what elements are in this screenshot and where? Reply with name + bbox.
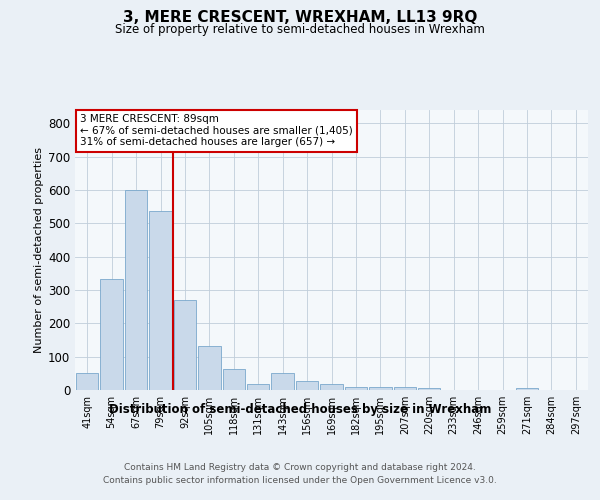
Bar bbox=[125, 190, 148, 390]
Bar bbox=[100, 279, 123, 390]
Bar bbox=[247, 384, 269, 390]
Bar bbox=[296, 381, 319, 390]
Bar bbox=[344, 386, 367, 390]
Bar bbox=[223, 369, 245, 390]
Bar bbox=[149, 211, 172, 390]
Text: 3, MERE CRESCENT, WREXHAM, LL13 9RQ: 3, MERE CRESCENT, WREXHAM, LL13 9RQ bbox=[123, 10, 477, 25]
Bar bbox=[394, 386, 416, 390]
Text: Distribution of semi-detached houses by size in Wrexham: Distribution of semi-detached houses by … bbox=[109, 402, 491, 415]
Bar bbox=[271, 374, 294, 390]
Bar bbox=[369, 386, 392, 390]
Text: 3 MERE CRESCENT: 89sqm
← 67% of semi-detached houses are smaller (1,405)
31% of : 3 MERE CRESCENT: 89sqm ← 67% of semi-det… bbox=[80, 114, 353, 148]
Bar bbox=[515, 388, 538, 390]
Bar bbox=[418, 388, 440, 390]
Text: Contains HM Land Registry data © Crown copyright and database right 2024.: Contains HM Land Registry data © Crown c… bbox=[124, 462, 476, 471]
Bar bbox=[198, 346, 221, 390]
Bar bbox=[173, 300, 196, 390]
Text: Contains public sector information licensed under the Open Government Licence v3: Contains public sector information licen… bbox=[103, 476, 497, 485]
Bar bbox=[76, 374, 98, 390]
Y-axis label: Number of semi-detached properties: Number of semi-detached properties bbox=[34, 147, 44, 353]
Bar bbox=[320, 384, 343, 390]
Text: Size of property relative to semi-detached houses in Wrexham: Size of property relative to semi-detach… bbox=[115, 22, 485, 36]
